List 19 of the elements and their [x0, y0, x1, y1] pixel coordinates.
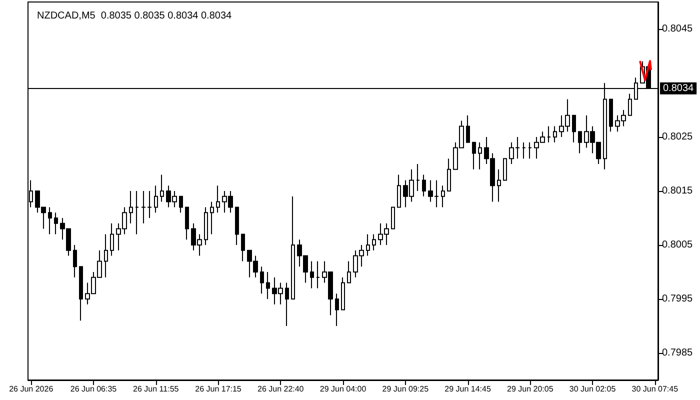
y-tick-label: 0.8045: [662, 24, 694, 34]
x-tick-label: 30 Jun 02:05: [569, 384, 616, 394]
y-tick-label: 0.8025: [662, 132, 694, 142]
y-tick-label: 0.8015: [662, 186, 694, 196]
y-tick-label: 0.7995: [662, 294, 694, 304]
x-tick-label: 26 Jun 11:55: [133, 384, 180, 394]
x-tick-label: 26 Jun 17:15: [195, 384, 242, 394]
y-tick-label: 0.7985: [662, 348, 694, 358]
x-tick-label: 26 Jun 2026: [9, 384, 54, 394]
x-tick-label: 29 Jun 20:05: [506, 384, 554, 394]
y-tick-label: 0.8005: [662, 240, 694, 250]
x-tick-label: 29 Jun 14:45: [444, 384, 492, 394]
x-tick-label: 26 Jun 06:35: [70, 384, 118, 394]
x-tick-label: 29 Jun 09:25: [382, 384, 430, 394]
x-tick-label: 26 Jun 22:40: [257, 384, 304, 394]
x-tick-label: 29 Jun 04:00: [320, 384, 367, 394]
ref-line-label: 0.8034: [663, 82, 694, 94]
text: NZDCAD,M5 0.8035 0.8035 0.8034 0.8034: [37, 10, 232, 22]
x-tick-label: 30 Jun 07:45: [632, 384, 679, 394]
